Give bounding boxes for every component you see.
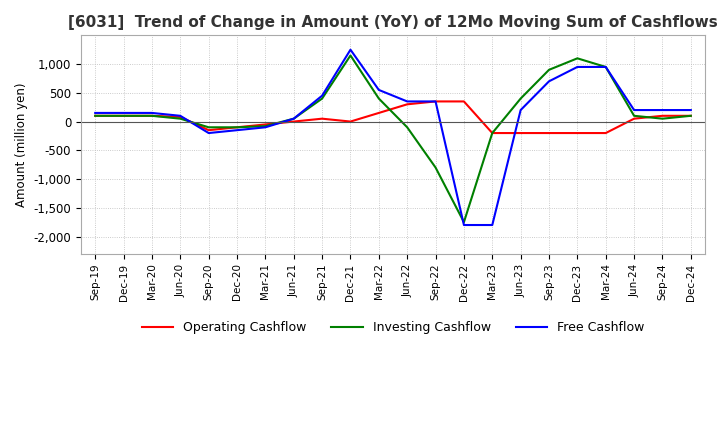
Operating Cashflow: [91, 113, 99, 118]
Operating Cashflow: [318, 116, 326, 121]
Operating Cashflow: [403, 102, 412, 107]
Investing Cashflow: [374, 96, 383, 101]
Line: Free Cashflow: Free Cashflow: [95, 50, 690, 225]
Free Cashflow: [374, 87, 383, 92]
Investing Cashflow: [488, 130, 497, 136]
Free Cashflow: [91, 110, 99, 116]
Free Cashflow: [516, 107, 525, 113]
Free Cashflow: [459, 222, 468, 227]
Operating Cashflow: [658, 113, 667, 118]
Investing Cashflow: [545, 67, 554, 73]
Free Cashflow: [545, 79, 554, 84]
Investing Cashflow: [459, 220, 468, 225]
Operating Cashflow: [601, 130, 610, 136]
Investing Cashflow: [431, 165, 440, 170]
Investing Cashflow: [516, 96, 525, 101]
Operating Cashflow: [261, 122, 270, 127]
Investing Cashflow: [658, 116, 667, 121]
Free Cashflow: [148, 110, 156, 116]
Title: [6031]  Trend of Change in Amount (YoY) of 12Mo Moving Sum of Cashflows: [6031] Trend of Change in Amount (YoY) o…: [68, 15, 718, 30]
Investing Cashflow: [346, 53, 355, 58]
Investing Cashflow: [318, 96, 326, 101]
Operating Cashflow: [545, 130, 554, 136]
Operating Cashflow: [630, 116, 639, 121]
Operating Cashflow: [686, 113, 695, 118]
Free Cashflow: [176, 113, 184, 118]
Operating Cashflow: [120, 113, 128, 118]
Free Cashflow: [261, 125, 270, 130]
Operating Cashflow: [573, 130, 582, 136]
Operating Cashflow: [459, 99, 468, 104]
Investing Cashflow: [233, 125, 241, 130]
Free Cashflow: [488, 222, 497, 227]
Free Cashflow: [318, 93, 326, 98]
Investing Cashflow: [204, 125, 213, 130]
Investing Cashflow: [176, 116, 184, 121]
Operating Cashflow: [176, 114, 184, 120]
Investing Cashflow: [630, 113, 639, 118]
Operating Cashflow: [488, 130, 497, 136]
Free Cashflow: [204, 130, 213, 136]
Investing Cashflow: [573, 56, 582, 61]
Line: Operating Cashflow: Operating Cashflow: [95, 102, 690, 133]
Free Cashflow: [686, 107, 695, 113]
Free Cashflow: [630, 107, 639, 113]
Legend: Operating Cashflow, Investing Cashflow, Free Cashflow: Operating Cashflow, Investing Cashflow, …: [137, 316, 649, 339]
Free Cashflow: [601, 64, 610, 70]
Free Cashflow: [289, 116, 298, 121]
Free Cashflow: [431, 99, 440, 104]
Operating Cashflow: [374, 110, 383, 116]
Investing Cashflow: [289, 116, 298, 121]
Operating Cashflow: [289, 119, 298, 124]
Investing Cashflow: [261, 124, 270, 129]
Investing Cashflow: [686, 113, 695, 118]
Investing Cashflow: [120, 113, 128, 118]
Free Cashflow: [233, 128, 241, 133]
Free Cashflow: [403, 99, 412, 104]
Free Cashflow: [658, 107, 667, 113]
Free Cashflow: [346, 47, 355, 52]
Line: Investing Cashflow: Investing Cashflow: [95, 55, 690, 222]
Investing Cashflow: [91, 113, 99, 118]
Operating Cashflow: [204, 128, 213, 133]
Operating Cashflow: [516, 130, 525, 136]
Free Cashflow: [120, 110, 128, 116]
Operating Cashflow: [148, 113, 156, 118]
Investing Cashflow: [601, 64, 610, 70]
Operating Cashflow: [431, 99, 440, 104]
Operating Cashflow: [346, 119, 355, 124]
Free Cashflow: [573, 64, 582, 70]
Investing Cashflow: [403, 125, 412, 130]
Operating Cashflow: [233, 125, 241, 130]
Y-axis label: Amount (million yen): Amount (million yen): [15, 82, 28, 207]
Investing Cashflow: [148, 113, 156, 118]
